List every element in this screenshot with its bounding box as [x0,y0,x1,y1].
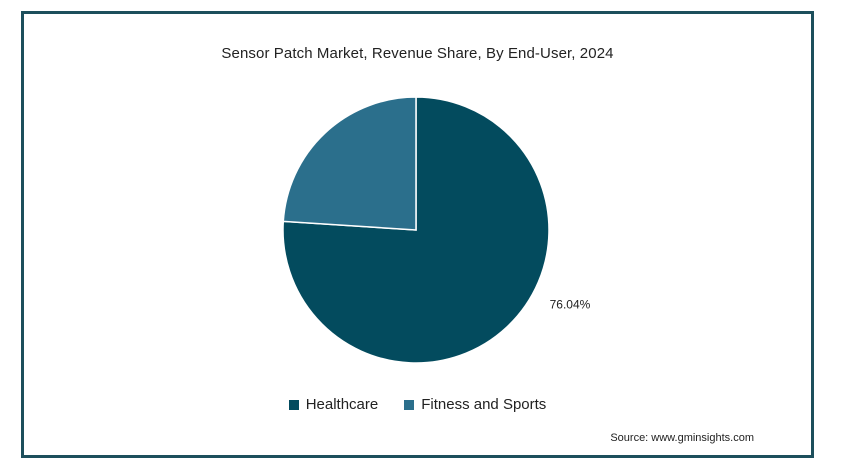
source-note: Source: www.gminsights.com [610,432,754,444]
chart-title: Sensor Patch Market, Revenue Share, By E… [221,45,614,62]
chart-legend: Healthcare Fitness and Sports [24,396,811,413]
legend-item-healthcare: Healthcare [288,396,379,413]
legend-swatch-fitness-and-sports [404,399,415,410]
pie-chart: 76.04% [282,96,591,364]
legend-item-fitness-and-sports: Fitness and Sports [404,396,546,413]
legend-label-fitness-and-sports: Fitness and Sports [421,396,547,413]
data-label-healthcare: 76.04% [550,298,591,312]
legend-label-healthcare: Healthcare [305,396,379,413]
chart-frame: Sensor Patch Market, Revenue Share, By E… [21,11,814,458]
legend-swatch-healthcare [288,399,299,410]
pie-slice-fitness-and-sports [282,96,417,231]
